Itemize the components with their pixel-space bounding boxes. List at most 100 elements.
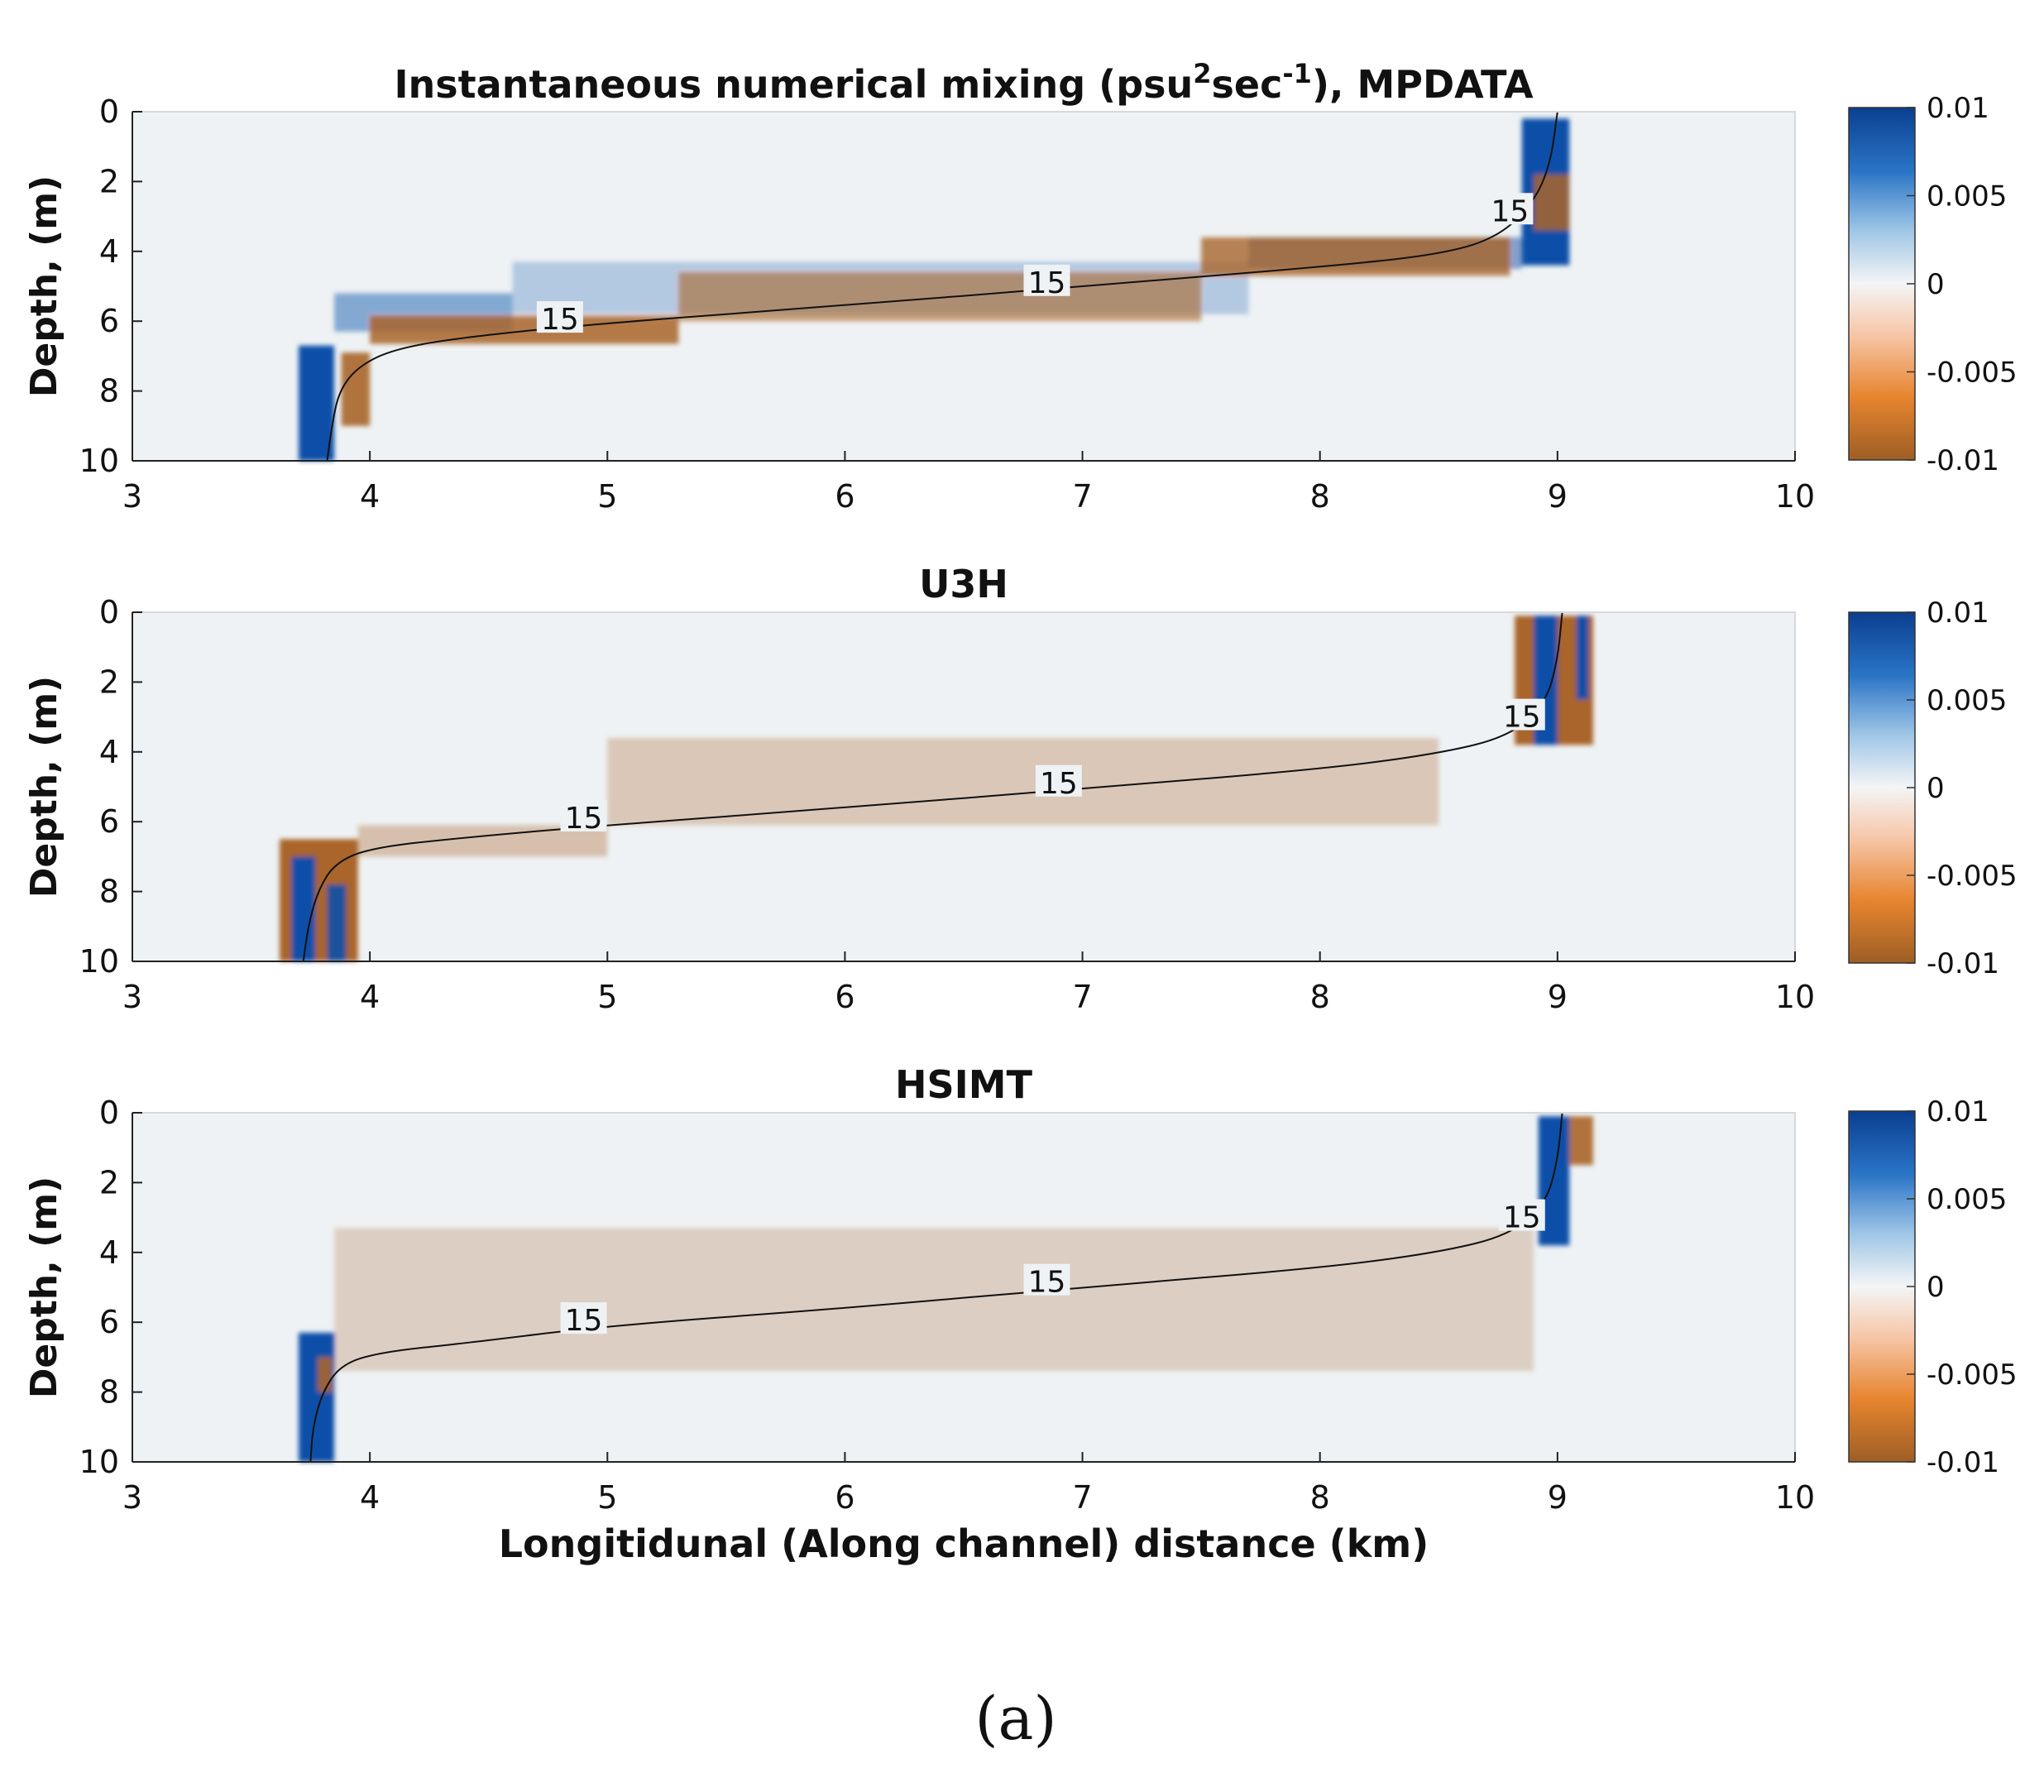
contour-label-bg: [1498, 1199, 1545, 1231]
contour-label: 15: [1028, 266, 1066, 300]
mixing-negative-region: [317, 1357, 333, 1392]
mixing-field: [299, 1116, 1593, 1462]
contour-label: 15: [1503, 1201, 1541, 1235]
contour-label: 15: [541, 303, 579, 337]
panel-title: Instantaneous numerical mixing (psu2sec-…: [394, 58, 1534, 107]
panel-title: U3H: [919, 562, 1008, 606]
x-tick-label: 5: [597, 478, 617, 515]
contour-labels: 15 15 15: [536, 193, 1534, 337]
mixing-negative-region: [1201, 237, 1510, 276]
panel-hsimt: HSIMT 15 15 15 3 4 5 6 7 8 9 10 0 2 4 6 8 10 Depth, (m)…: [23, 1062, 2018, 1566]
contour-label-bg: [1498, 698, 1545, 731]
x-tick-label: 6: [835, 478, 854, 515]
x-tick-label: 5: [597, 1479, 617, 1516]
colorbar-tick-label: 0.005: [1927, 684, 2007, 717]
x-tick-label: 10: [1775, 1479, 1815, 1516]
colorbar-tick-label: 0: [1927, 268, 1945, 301]
panel-mpdata: Instantaneous numerical mixing (psu2sec-…: [23, 58, 2018, 515]
y-tick-label: 0: [99, 594, 119, 630]
x-tick-label: 4: [360, 1479, 380, 1516]
y-tick-label: 6: [99, 303, 119, 339]
mixing-negative-region: [1534, 174, 1570, 231]
y-tick-label: 4: [99, 1234, 119, 1271]
colorbar-tick-label: 0.01: [1927, 597, 1989, 630]
x-tick-label: 8: [1310, 1479, 1330, 1516]
contour-label: 15: [1503, 701, 1541, 735]
colorbar-tick-label: 0.01: [1927, 1095, 1989, 1128]
contour-label-bg: [560, 799, 607, 831]
contour-label: 15: [1040, 767, 1078, 801]
x-tick-label: 6: [835, 1479, 854, 1516]
x-tick-label: 5: [597, 979, 617, 1015]
y-axis-label: Depth, (m): [23, 1176, 65, 1398]
colorbar: 0.01 0.005 0 -0.005 -0.01: [1848, 92, 2018, 477]
colorbar-tick-label: -0.005: [1927, 860, 2018, 893]
y-tick-label: 10: [79, 443, 119, 479]
figure-caption: (a): [974, 1684, 1056, 1753]
colorbar-tick-label: 0: [1927, 772, 1945, 805]
y-tick-label: 4: [99, 233, 119, 270]
x-tick-label: 9: [1548, 979, 1568, 1015]
contour-labels: 15 15 15: [560, 1199, 1545, 1338]
mixing-negative-region: [370, 315, 679, 344]
mixing-positive-region: [291, 856, 316, 961]
axes: 3 4 5 6 7 8 9 10 0 2 4 6 8 10: [79, 594, 1816, 1015]
colorbar-gradient: [1848, 611, 1916, 964]
colorbar-tick-label: 0.005: [1927, 1183, 2007, 1216]
x-tick-label: 3: [122, 979, 142, 1015]
mixing-negative-region: [334, 1228, 1534, 1372]
axes: 3 4 5 6 7 8 9 10 0 2 4 6 8 10: [79, 1095, 1816, 1516]
contour-label-bg: [1035, 764, 1082, 797]
y-tick-label: 0: [99, 1095, 119, 1131]
contour-label-bg: [536, 301, 583, 333]
panel-u3h: U3H 15 15 15 3 4 5 6 7 8 9 10 0 2 4 6 8 10 Depth, (m) 0…: [23, 562, 2018, 1015]
y-tick-label: 8: [99, 1374, 119, 1411]
y-axis-label: Depth, (m): [23, 676, 65, 898]
mixing-negative-region: [1569, 1116, 1593, 1166]
x-tick-label: 3: [122, 478, 142, 515]
x-tick-label: 4: [360, 478, 380, 515]
contour-labels: 15 15 15: [560, 698, 1545, 836]
mixing-negative-region: [678, 272, 1202, 322]
colorbar-tick-label: -0.01: [1927, 947, 1999, 980]
colorbar-tick-label: -0.005: [1927, 1358, 2018, 1392]
colorbar: 0.01 0.005 0 -0.005 -0.01: [1848, 1095, 2018, 1479]
colorbar-tick-label: 0: [1927, 1271, 1945, 1304]
x-tick-label: 8: [1310, 478, 1330, 515]
axes: 3 4 5 6 7 8 9 10 0 2 4 6 8 10: [79, 93, 1816, 515]
y-tick-label: 4: [99, 734, 119, 770]
mixing-positive-region: [1576, 616, 1589, 700]
contour-line-15: [326, 111, 1558, 462]
contour-label-bg: [1023, 1263, 1070, 1296]
panel-title: HSIMT: [895, 1062, 1033, 1107]
x-tick-label: 7: [1072, 478, 1092, 515]
y-tick-label: 10: [79, 1444, 119, 1480]
x-tick-label: 8: [1310, 979, 1330, 1015]
x-tick-label: 9: [1548, 478, 1568, 515]
contour-label: 15: [1491, 194, 1529, 228]
colorbar-tick-label: -0.01: [1927, 444, 1999, 477]
x-tick-label: 10: [1775, 478, 1815, 515]
contour-label: 15: [565, 1304, 603, 1338]
colorbar-tick-label: 0.005: [1927, 180, 2007, 213]
mixing-negative-region: [607, 737, 1439, 826]
colorbar-gradient: [1848, 1110, 1916, 1463]
y-tick-label: 6: [99, 1304, 119, 1340]
colorbar: 0.01 0.005 0 -0.005 -0.01: [1848, 597, 2018, 980]
y-tick-label: 6: [99, 803, 119, 840]
colorbar-tick-label: -0.01: [1927, 1446, 1999, 1479]
x-tick-label: 10: [1775, 979, 1815, 1015]
y-tick-label: 0: [99, 93, 119, 130]
y-tick-label: 2: [99, 1164, 119, 1200]
contour-line-15: [302, 611, 1563, 962]
x-tick-label: 7: [1072, 979, 1092, 1015]
contour-label-bg: [1023, 264, 1070, 296]
contour-label: 15: [1028, 1266, 1066, 1300]
mixing-positive-region: [299, 345, 335, 461]
colorbar-tick-label: -0.005: [1927, 357, 2018, 390]
y-axis-label: Depth, (m): [23, 175, 65, 397]
y-tick-label: 10: [79, 943, 119, 980]
mixing-negative-region: [280, 839, 358, 961]
contour-label: 15: [565, 802, 603, 836]
